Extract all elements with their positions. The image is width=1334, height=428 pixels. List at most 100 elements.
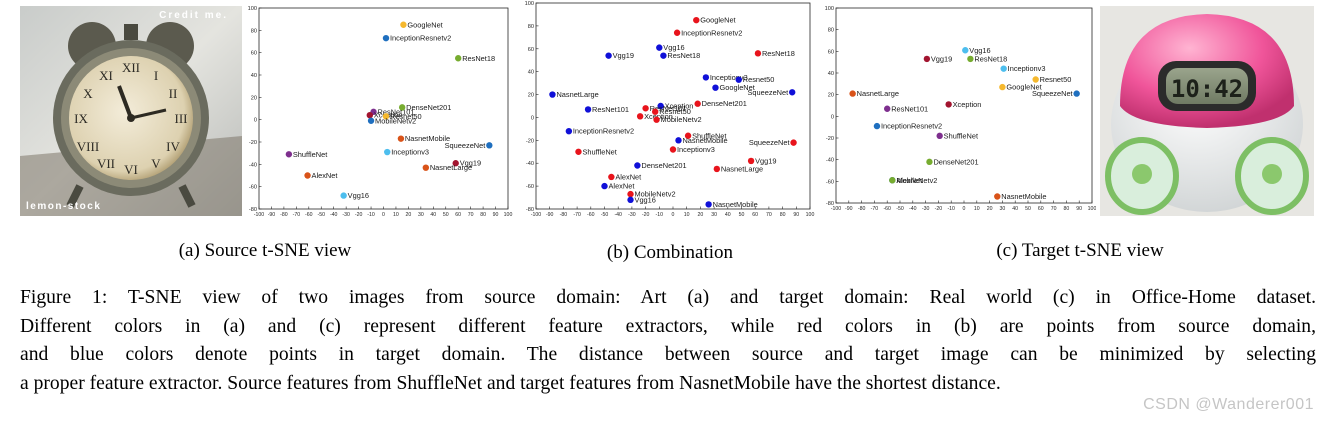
point-label: NasnetLarge	[430, 163, 472, 172]
point-label: GoogleNet	[719, 83, 754, 92]
scatter-point	[705, 201, 712, 208]
x-tick-label: -50	[601, 212, 609, 218]
scatter-point	[285, 151, 293, 158]
scatter-point	[660, 52, 667, 59]
scatter-point	[694, 100, 701, 107]
point-label: InceptionResnetv2	[881, 122, 942, 131]
x-tick-label: 0	[382, 212, 385, 218]
scatter-point	[936, 132, 943, 140]
y-tick-label: 100	[248, 6, 257, 12]
plot-frame	[535, 2, 811, 210]
point-label: ShuffleNet	[692, 131, 726, 140]
point-label: AlexNet	[896, 176, 922, 185]
target-image-photo: 10:42	[1100, 6, 1314, 216]
x-tick-label: 70	[766, 212, 772, 218]
point-label: Xception	[665, 102, 694, 111]
x-tick-label: -20	[642, 212, 650, 218]
y-tick-label: 40	[828, 71, 834, 77]
x-tick-label: 10	[974, 206, 980, 212]
scatter-point	[642, 105, 649, 112]
point-label: Vgg16	[635, 195, 656, 204]
y-tick-label: 60	[528, 47, 534, 53]
scatter-point	[367, 117, 375, 124]
point-label: AlexNet	[609, 182, 635, 191]
x-tick-label: -30	[628, 212, 636, 218]
point-label: MobileNetv2	[375, 116, 416, 125]
point-label: InceptionResnetv2	[681, 28, 742, 37]
x-tick-label: 80	[480, 212, 486, 218]
scatter-point	[849, 90, 856, 97]
x-tick-label: 60	[1038, 206, 1044, 212]
scatter-point	[549, 91, 556, 98]
point-label: AlexNet	[312, 171, 338, 180]
point-label: NasnetMobile	[1001, 192, 1046, 201]
y-tick-label: 40	[251, 73, 257, 79]
x-tick-label: 0	[672, 212, 675, 218]
x-tick-label: 100	[806, 212, 815, 218]
y-tick-label: -20	[249, 140, 257, 146]
x-tick-label: -40	[909, 206, 917, 212]
svg-text:VIII: VIII	[77, 139, 99, 154]
scatter-point	[384, 148, 391, 156]
point-label: DenseNet201	[641, 161, 686, 170]
x-tick-label: -100	[831, 206, 841, 212]
source-image-painting: XII III VI IX I II IV V VII VIII X XI Cr…	[20, 6, 242, 216]
y-tick-label: -40	[826, 158, 834, 164]
y-tick-label: -20	[826, 136, 834, 142]
plot-frame	[258, 7, 509, 210]
scatter-point	[382, 113, 390, 120]
x-tick-label: 80	[1064, 206, 1070, 212]
x-tick-label: 10	[393, 212, 399, 218]
scatter-point	[1000, 65, 1007, 72]
scatter-point	[999, 83, 1006, 91]
point-label: ResNet18	[462, 54, 495, 63]
scatter-point	[486, 142, 493, 149]
y-tick-label: -60	[826, 179, 834, 185]
scatter-point	[669, 146, 677, 153]
pink-alarm-clock-art: 10:42	[1100, 6, 1314, 216]
point-label: InceptionResnetv2	[573, 127, 634, 136]
y-tick-label: 40	[528, 70, 534, 76]
point-label: Vgg16	[348, 191, 369, 200]
point-label: Inceptionv3	[710, 73, 748, 82]
scatter-point	[634, 162, 641, 169]
x-tick-label: 30	[418, 212, 424, 218]
scatter-point	[565, 127, 573, 135]
x-tick-label: 100	[1088, 206, 1096, 212]
combination-tsne-chart: -100 -90 -80 -70 -60 -50 -40 -30 -20 -10 0 10 20 30 40…	[525, 1, 815, 218]
x-tick-label: -80	[858, 206, 866, 212]
scatter-point	[304, 172, 311, 179]
y-tick-label: 60	[251, 51, 257, 57]
scatter-point	[340, 192, 347, 199]
scatter-point	[962, 47, 969, 54]
x-tick-label: 40	[430, 212, 436, 218]
point-label: Vgg19	[755, 156, 776, 165]
x-tick-label: 90	[493, 212, 499, 218]
point-label: Inceptionv3	[1008, 64, 1046, 73]
x-tick-label: 40	[1012, 206, 1018, 212]
y-tick-label: 60	[828, 49, 834, 55]
scatter-point	[608, 173, 615, 181]
point-label: SqueezeNet	[1032, 89, 1073, 98]
point-label: NasnetMobile	[405, 134, 450, 143]
scatter-point	[1073, 90, 1080, 97]
x-tick-label: 30	[711, 212, 717, 218]
scatter-point	[452, 160, 459, 167]
svg-text:XI: XI	[99, 68, 113, 83]
scatter-point	[366, 112, 374, 119]
y-tick-label: -20	[526, 138, 534, 144]
source-tsne-chart: -100 -90 -80 -70 -60 -50 -40 -30 -20 -10 0 10 20 30 40…	[248, 6, 513, 218]
scatter-point	[735, 76, 742, 83]
x-tick-label: -70	[573, 212, 581, 218]
scatter-point	[713, 165, 721, 173]
point-label: DenseNet201	[933, 157, 978, 166]
x-tick-label: 50	[739, 212, 745, 218]
scatter-point	[398, 104, 406, 111]
point-label: InceptionResnetv2	[390, 34, 451, 43]
scatter-point	[636, 113, 644, 120]
point-label: GoogleNet	[1006, 83, 1041, 92]
point-label: Vgg16	[663, 43, 684, 52]
svg-text:IV: IV	[166, 139, 180, 154]
y-tick-label: 20	[251, 95, 257, 101]
x-tick-label: -40	[614, 212, 622, 218]
